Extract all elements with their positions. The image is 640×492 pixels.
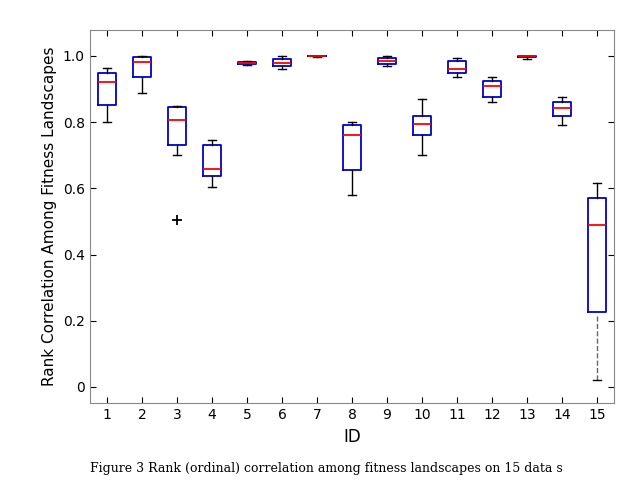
Y-axis label: Rank Correlation Among Fitness Landscapes: Rank Correlation Among Fitness Landscape…	[42, 47, 57, 386]
Text: Figure 3 Rank (ordinal) correlation among fitness landscapes on 15 data s: Figure 3 Rank (ordinal) correlation amon…	[90, 462, 563, 475]
X-axis label: ID: ID	[343, 428, 361, 446]
